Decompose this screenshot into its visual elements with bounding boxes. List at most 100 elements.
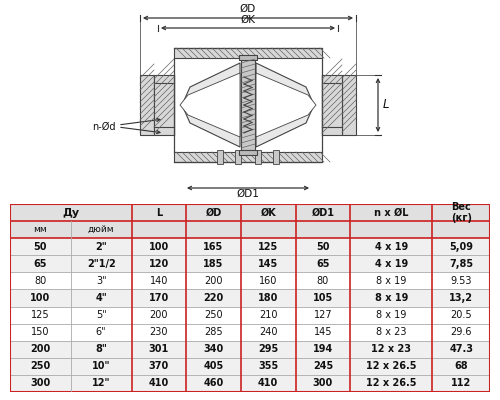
Text: 355: 355: [258, 361, 278, 371]
Bar: [322, 75, 342, 135]
Text: 140: 140: [150, 276, 168, 286]
Text: дюйм: дюйм: [88, 225, 115, 234]
Bar: [296, 324, 350, 341]
Text: 120: 120: [148, 259, 169, 269]
Text: L: L: [383, 98, 390, 112]
Text: 29.6: 29.6: [450, 327, 472, 337]
Bar: [350, 306, 432, 324]
Bar: [432, 204, 490, 221]
Text: ØD: ØD: [240, 4, 256, 14]
Bar: [350, 272, 432, 290]
Text: 180: 180: [258, 293, 278, 303]
Text: 295: 295: [258, 344, 278, 354]
Text: 285: 285: [204, 327, 223, 337]
Polygon shape: [256, 73, 316, 137]
Bar: [432, 324, 490, 341]
Bar: [186, 290, 241, 306]
Bar: [132, 341, 186, 358]
Bar: [71, 272, 132, 290]
Text: 460: 460: [204, 378, 224, 388]
Bar: [132, 272, 186, 290]
Text: 8 x 19: 8 x 19: [374, 293, 408, 303]
Text: n-Ød: n-Ød: [92, 122, 116, 132]
Text: 185: 185: [204, 259, 224, 269]
Bar: [235, 150, 241, 164]
Bar: [296, 341, 350, 358]
Text: 12 x 26.5: 12 x 26.5: [366, 378, 416, 388]
Polygon shape: [182, 63, 240, 147]
Bar: [132, 255, 186, 272]
Text: ØK: ØK: [260, 208, 276, 218]
Text: 6": 6": [96, 327, 106, 337]
Text: 230: 230: [150, 327, 168, 337]
Text: 200: 200: [150, 310, 168, 320]
Bar: [296, 272, 350, 290]
Text: 150: 150: [31, 327, 50, 337]
Bar: [350, 204, 432, 221]
Text: 4": 4": [96, 293, 107, 303]
Bar: [432, 221, 490, 238]
Bar: [186, 358, 241, 375]
Text: 50: 50: [316, 242, 330, 252]
Text: 7,85: 7,85: [449, 259, 473, 269]
Text: 245: 245: [313, 361, 333, 371]
Bar: [432, 255, 490, 272]
Text: 127: 127: [314, 310, 332, 320]
Bar: [10, 306, 71, 324]
Text: 340: 340: [204, 344, 224, 354]
Bar: [186, 324, 241, 341]
Bar: [273, 150, 279, 164]
Text: 10": 10": [92, 361, 110, 371]
Bar: [71, 324, 132, 341]
Text: 410: 410: [148, 378, 169, 388]
Bar: [296, 238, 350, 255]
Bar: [132, 358, 186, 375]
Bar: [71, 341, 132, 358]
Polygon shape: [180, 73, 240, 137]
Text: 65: 65: [316, 259, 330, 269]
Text: 405: 405: [204, 361, 224, 371]
Bar: [239, 150, 257, 155]
Bar: [350, 255, 432, 272]
Bar: [140, 75, 154, 135]
Text: Ду: Ду: [62, 208, 80, 218]
Bar: [342, 75, 356, 135]
Bar: [239, 55, 257, 60]
Text: 2": 2": [96, 242, 107, 252]
Bar: [350, 221, 432, 238]
Bar: [296, 290, 350, 306]
Bar: [432, 341, 490, 358]
Bar: [296, 221, 350, 238]
Text: 194: 194: [313, 344, 333, 354]
Text: мм: мм: [34, 225, 48, 234]
Bar: [296, 255, 350, 272]
Bar: [432, 238, 490, 255]
Text: 240: 240: [259, 327, 278, 337]
Text: 410: 410: [258, 378, 278, 388]
Bar: [174, 48, 322, 58]
Bar: [217, 150, 223, 164]
Bar: [10, 204, 132, 221]
Text: 220: 220: [204, 293, 224, 303]
Bar: [350, 290, 432, 306]
Text: ØD1: ØD1: [312, 208, 334, 218]
Text: 50: 50: [34, 242, 47, 252]
Text: 100: 100: [148, 242, 169, 252]
Bar: [71, 306, 132, 324]
Text: 170: 170: [148, 293, 169, 303]
Text: 125: 125: [31, 310, 50, 320]
Text: ØD1: ØD1: [236, 189, 260, 199]
Text: 20.5: 20.5: [450, 310, 472, 320]
Bar: [241, 204, 296, 221]
Text: ØK: ØK: [240, 15, 256, 25]
Text: 100: 100: [30, 293, 50, 303]
Text: 145: 145: [314, 327, 332, 337]
Text: 80: 80: [317, 276, 329, 286]
Bar: [186, 204, 241, 221]
Text: ØD: ØD: [206, 208, 222, 218]
Bar: [432, 375, 490, 392]
Bar: [432, 290, 490, 306]
Bar: [186, 306, 241, 324]
Bar: [350, 375, 432, 392]
Text: 250: 250: [30, 361, 50, 371]
